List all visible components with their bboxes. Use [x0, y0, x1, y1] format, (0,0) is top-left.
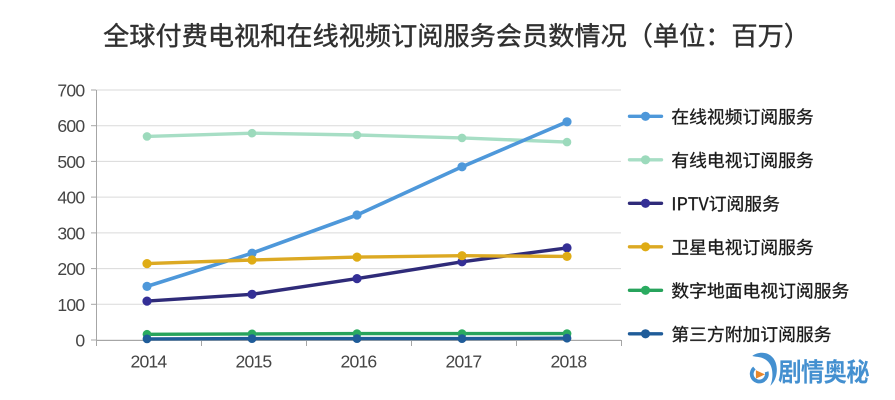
svg-text:2014: 2014	[130, 352, 167, 372]
svg-text:2015: 2015	[235, 352, 272, 372]
svg-text:200: 200	[57, 259, 85, 279]
svg-text:2016: 2016	[340, 352, 377, 372]
svg-text:700: 700	[57, 81, 85, 101]
svg-text:600: 600	[57, 116, 85, 136]
svg-text:100: 100	[57, 295, 85, 315]
svg-text:2018: 2018	[550, 352, 587, 372]
svg-text:0: 0	[75, 331, 85, 351]
svg-text:2017: 2017	[445, 352, 481, 372]
svg-text:400: 400	[57, 188, 85, 208]
svg-text:300: 300	[57, 223, 85, 243]
svg-text:500: 500	[57, 152, 85, 172]
